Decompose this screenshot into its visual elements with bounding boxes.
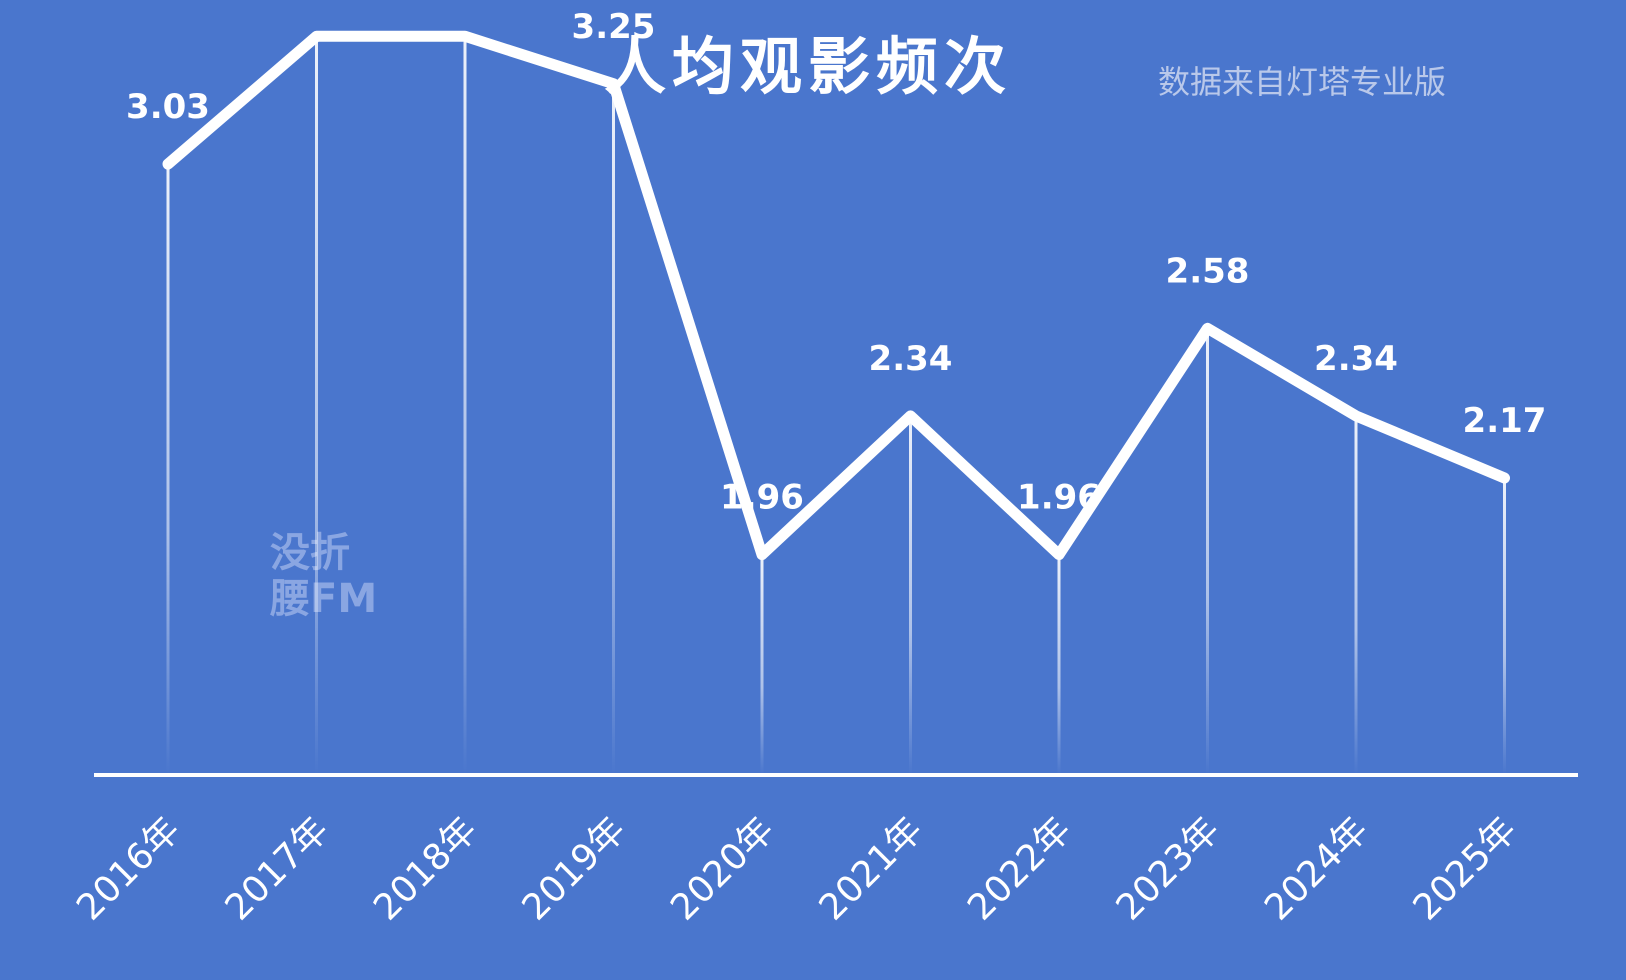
value-label: 3.25: [572, 7, 656, 47]
x-tick-label: 2018年: [366, 809, 485, 928]
chart-title: 人均观影频次: [604, 30, 1012, 103]
drop-line: [909, 415, 912, 775]
series-line: [162, 30, 1510, 561]
drop-line: [1354, 415, 1358, 775]
value-label: 2.17: [1463, 401, 1547, 441]
x-tick-labels: 2016年 2017年 2018年 2019年 2020年 2021年 2022年 2023年…: [69, 809, 1525, 928]
x-tick-label: 2016年: [69, 809, 188, 928]
watermark: 没折 腰FM: [269, 530, 377, 622]
x-tick-label: 2022年: [960, 809, 1079, 928]
source-note: 数据来自灯塔专业版: [1158, 63, 1446, 101]
value-label: 2.34: [1314, 339, 1398, 379]
drop-line: [315, 36, 318, 776]
drop-line: [760, 554, 764, 775]
drop-line: [1057, 554, 1061, 775]
drop-line: [463, 36, 467, 776]
value-label: 3.03: [126, 87, 210, 127]
x-tick-label: 2021年: [812, 809, 931, 928]
value-label: 2.34: [869, 339, 953, 379]
value-label: 2.58: [1166, 251, 1250, 291]
drop-line: [1206, 328, 1209, 775]
x-tick-label: 2019年: [515, 809, 634, 928]
drop-line: [1503, 477, 1506, 775]
x-tick-label: 2020年: [663, 809, 782, 928]
x-tick-label: 2017年: [218, 809, 337, 928]
watermark-line-1: 没折: [270, 530, 350, 576]
x-tick-label: 2025年: [1406, 809, 1525, 928]
drop-line: [612, 83, 615, 775]
x-tick-label: 2023年: [1109, 809, 1228, 928]
value-labels: 3.033.383.383.251.962.341.962.582.342.17: [126, 7, 1547, 518]
value-label: 1.96: [1017, 478, 1101, 518]
drop-line: [166, 164, 170, 776]
x-tick-label: 2024年: [1257, 809, 1376, 928]
value-label: 1.96: [720, 478, 804, 518]
drop-lines: [166, 36, 1506, 776]
watermark-line-2: 腰FM: [269, 576, 377, 622]
